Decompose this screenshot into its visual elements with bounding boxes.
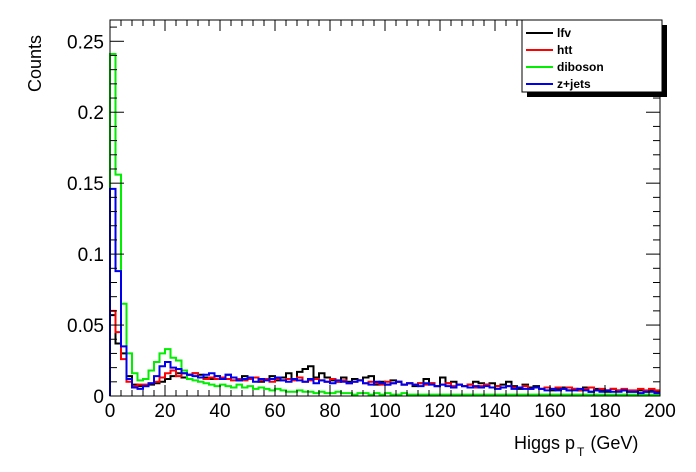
y-tick-label: 0.05 [67,316,104,337]
legend-label: z+jets [557,77,591,91]
x-axis-title-main: Higgs p [514,433,575,453]
y-tick-labels: 0 0.05 0.1 0.15 0.2 0.25 [67,32,104,408]
y-tick-label: 0.25 [67,32,104,53]
legend: lfv htt diboson z+jets [521,19,667,97]
series-line-z-jets [109,187,660,396]
x-tick-labels: 0 20 40 60 80 100 120 140 160 180 200 [105,401,676,422]
y-tick-label: 0.2 [78,103,104,124]
x-axis-title-subscript: T [577,445,585,459]
x-tick-label: 180 [589,401,621,422]
ticks-layer [109,20,661,397]
x-tick-label: 200 [644,401,676,422]
plot-frame [109,19,661,397]
legend-entries: lfv htt diboson z+jets [526,26,604,91]
x-tick-label: 80 [319,401,340,422]
x-tick-label: 0 [105,401,116,422]
x-tick-label: 40 [209,401,230,422]
x-axis-title-unit: (GeV) [590,433,638,453]
x-tick-label: 20 [154,401,175,422]
legend-label: htt [557,43,572,57]
x-tick-label: 120 [424,401,456,422]
x-tick-label: 60 [264,401,285,422]
legend-label: diboson [557,60,604,74]
x-tick-label: 100 [369,401,401,422]
y-tick-label: 0 [93,387,104,408]
y-axis-title: Counts [25,35,45,92]
y-tick-label: 0.15 [67,174,104,195]
legend-box [521,19,663,93]
legend-label: lfv [557,26,571,40]
y-tick-label: 0.1 [78,245,104,266]
x-tick-label: 160 [534,401,566,422]
x-tick-label: 140 [479,401,511,422]
x-axis-title: Higgs p T (GeV) [514,433,638,459]
